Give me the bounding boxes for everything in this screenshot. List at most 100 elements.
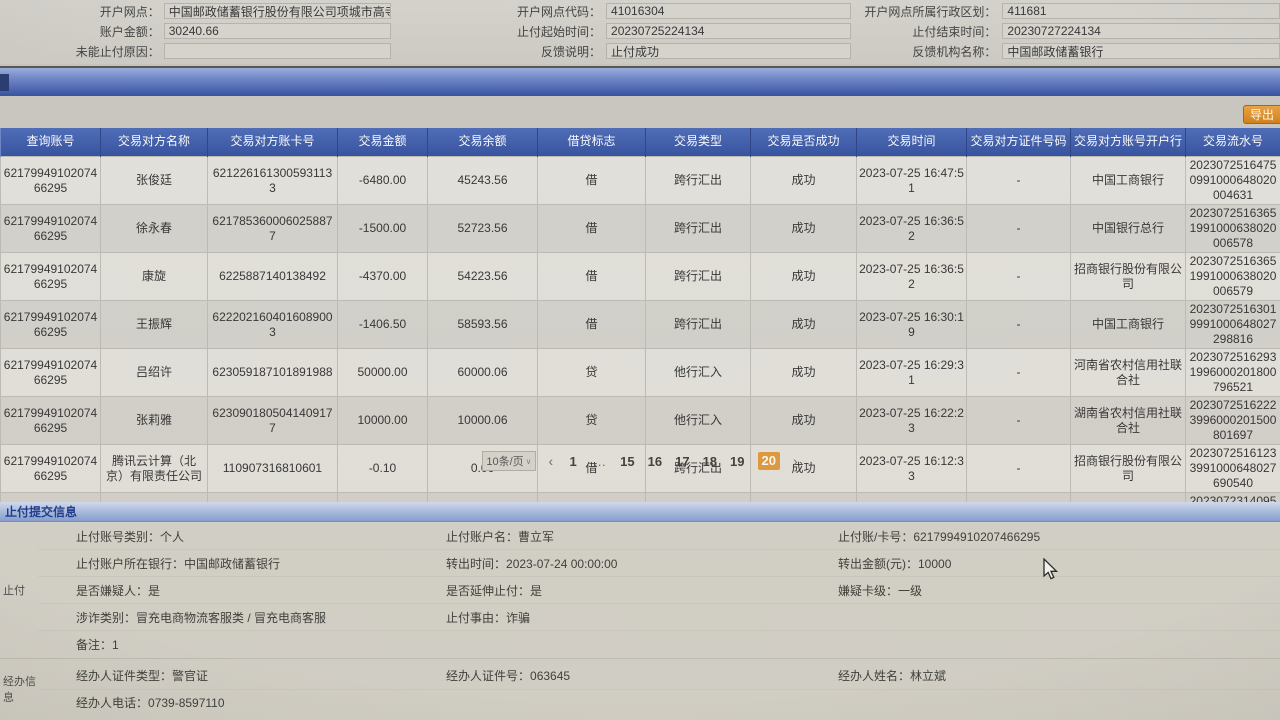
transaction-table-area: 导出 查询账号 交易对方名称 交易对方账卡号 交易金额	[0, 96, 1280, 541]
page-size-select[interactable]: 10条/页 ∨	[482, 451, 536, 471]
cell-txn-time: 2023-07-25 16:36:52	[856, 252, 967, 301]
cell-counterparty-name: 康旋	[100, 252, 208, 301]
cell-balance: 58593.56	[427, 300, 538, 349]
window-divider-bar	[0, 66, 1280, 96]
table-row[interactable]: 6217994910207466295 王振辉 6222021604016089…	[0, 300, 1280, 349]
cell-counterparty-card: 6222021604016089003	[207, 300, 338, 349]
cell-balance: 45243.56	[427, 156, 538, 205]
cell-flow-number: 20230725163651991000638020006578	[1185, 204, 1280, 253]
balance-field[interactable]: 30240.66	[163, 23, 392, 39]
is-suspect-field: 是否嫌疑人：是	[76, 583, 161, 598]
cell-txn-success: 成功	[750, 396, 857, 445]
table-row[interactable]: 6217994910207466295 腾讯云计算（北京）有限责任公司 1109…	[0, 444, 1280, 493]
column-header[interactable]: 交易是否成功	[750, 128, 857, 157]
cell-counterparty-id: -	[966, 204, 1071, 253]
operator-info-group: 经办信息 经办人证件类型：警官证 经办人证件号：063645 经办人姓名：林立斌	[0, 659, 1280, 719]
transaction-table: 查询账号 交易对方名称 交易对方账卡号 交易金额 交易余额 借贷标志 交易类型	[0, 128, 1280, 541]
page-button-17[interactable]: 17	[675, 453, 690, 469]
cell-query-account: 6217994910207466295	[0, 156, 101, 205]
cell-query-account: 6217994910207466295	[0, 204, 101, 253]
stop-end-field[interactable]: 20230727224134	[1002, 23, 1280, 39]
cell-txn-time: 2023-07-25 16:12:33	[856, 444, 967, 493]
region-code-field[interactable]: 411681	[1002, 3, 1280, 19]
cell-amount: -1500.00	[337, 204, 428, 253]
stop-start-field[interactable]: 20230725224134	[606, 23, 851, 39]
page-button-1[interactable]: 1	[569, 453, 577, 469]
extend-stop-field: 是否延伸止付：是	[446, 583, 543, 598]
fail-reason-field[interactable]	[163, 43, 392, 59]
cell-amount: -1406.50	[337, 300, 428, 349]
table-row[interactable]: 6217994910207466295 徐永春 6217853600060258…	[0, 204, 1280, 253]
cell-txn-type: 跨行汇出	[645, 252, 751, 301]
page-button-16[interactable]: 16	[647, 453, 663, 469]
column-header[interactable]: 借贷标志	[537, 128, 646, 157]
cell-debit-credit-flag: 借	[537, 444, 646, 493]
suspect-card-level-field: 嫌疑卡级：一级	[838, 583, 923, 598]
cell-flow-number: 20230725162931996000201800796521	[1185, 348, 1280, 397]
column-header[interactable]: 交易金额	[337, 128, 428, 157]
cell-flow-number: 20230725162223996000201500801697	[1185, 396, 1280, 445]
cell-counterparty-bank: 中国银行总行	[1070, 204, 1186, 253]
stop-payment-group-label: 止付	[3, 585, 25, 597]
column-header[interactable]: 交易对方证件号码	[966, 128, 1071, 157]
cell-query-account: 6217994910207466295	[0, 300, 101, 349]
prev-page-button[interactable]: ‹	[548, 453, 554, 469]
cell-query-account: 6217994910207466295	[0, 252, 101, 301]
pagination: 10条/页 ∨ ‹ 1 … 15 16 17 18 19 20 ›	[0, 446, 1280, 476]
export-button[interactable]: 导出	[1243, 105, 1280, 124]
field-row: 涉诈类别：冒充电商物流客服类 / 冒充电商客服 止付事由：诈骗	[38, 603, 1280, 630]
column-header[interactable]: 交易流水号	[1185, 128, 1280, 157]
column-header[interactable]: 交易类型	[645, 128, 751, 157]
cell-balance: 10000.06	[427, 396, 538, 445]
column-header[interactable]: 交易对方名称	[100, 128, 208, 157]
feedback-field[interactable]: 止付成功	[606, 43, 851, 59]
cell-query-account: 6217994910207466295	[0, 396, 101, 445]
fail-reason-label: 未能止付原因：	[75, 44, 160, 59]
page-button-18[interactable]: 18	[702, 453, 718, 469]
form-row: 未能止付原因： 反馈说明： 止付成功 反馈机构名称： 中国邮政储蓄银行	[0, 41, 1280, 61]
fraud-category-field: 涉诈类别：冒充电商物流客服类 / 冒充电商客服	[76, 610, 327, 625]
cell-amount: -4370.00	[337, 252, 428, 301]
cell-counterparty-name: 张莉雅	[100, 396, 208, 445]
column-header[interactable]: 交易对方账卡号	[207, 128, 338, 157]
region-code-label: 开户网点所属行政区划：	[864, 4, 997, 19]
cell-counterparty-name: 腾讯云计算（北京）有限责任公司	[100, 444, 208, 493]
cell-txn-time: 2023-07-25 16:30:19	[856, 300, 967, 349]
column-header[interactable]: 交易对方账号开户行	[1070, 128, 1186, 157]
column-header[interactable]: 交易时间	[856, 128, 967, 157]
account-type-field: 止付账号类别：个人	[76, 529, 185, 544]
cell-txn-type: 他行汇入	[645, 396, 751, 445]
page-button-19[interactable]: 19	[730, 453, 745, 469]
page-size-value: 10条/页	[486, 456, 524, 468]
page-button-20-active[interactable]: 20	[757, 452, 780, 470]
cell-counterparty-bank: 中国工商银行	[1070, 300, 1186, 349]
page-button-15[interactable]: 15	[620, 453, 635, 469]
column-header[interactable]: 查询账号	[0, 128, 101, 157]
cell-debit-credit-flag: 贷	[537, 348, 646, 397]
cell-flow-number: 20230725164750991000648020004631	[1185, 156, 1280, 205]
field-row: 止付账户所在银行：中国邮政储蓄银行 转出时间：2023-07-24 00:00:…	[38, 549, 1280, 576]
stop-payment-group: 止付 止付账号类别：个人 止付账户名：曹立军 止付账/卡号：6217994910…	[0, 522, 1280, 659]
cell-counterparty-bank: 河南省农村信用社联合社	[1070, 348, 1186, 397]
feedback-org-field[interactable]: 中国邮政储蓄银行	[1002, 43, 1280, 59]
next-page-button[interactable]: ›	[792, 453, 798, 469]
feedback-label: 反馈说明：	[541, 44, 602, 59]
column-header[interactable]: 交易余额	[427, 128, 538, 157]
cell-counterparty-bank: 中国工商银行	[1070, 156, 1186, 205]
form-row: 账户金额： 30240.66 止付起始时间： 20230725224134 止付…	[0, 21, 1280, 41]
table-row[interactable]: 6217994910207466295 张莉雅 6230901805041409…	[0, 396, 1280, 445]
branch-code-field[interactable]: 41016304	[606, 3, 851, 19]
table-header-row: 查询账号 交易对方名称 交易对方账卡号 交易金额 交易余额 借贷标志 交易类型	[0, 128, 1280, 157]
account-name-field: 止付账户名：曹立军	[446, 529, 555, 544]
cell-txn-type: 他行汇入	[645, 348, 751, 397]
cell-txn-success: 成功	[750, 300, 857, 349]
branch-field[interactable]: 中国邮政储蓄银行股份有限公司项城市高寺...	[163, 3, 392, 19]
table-row[interactable]: 6217994910207466295 康旋 6225887140138492 …	[0, 252, 1280, 301]
table-row[interactable]: 6217994910207466295 张俊廷 6212261613005931…	[0, 156, 1280, 205]
branch-label: 开户网点：	[99, 4, 160, 19]
cell-txn-time: 2023-07-25 16:36:52	[856, 204, 967, 253]
submit-info-header: 止付提交信息	[0, 502, 1280, 522]
table-row[interactable]: 6217994910207466295 吕绍许 6230591871018919…	[0, 348, 1280, 397]
cell-counterparty-id: -	[966, 156, 1071, 205]
cell-counterparty-name: 张俊廷	[100, 156, 208, 205]
